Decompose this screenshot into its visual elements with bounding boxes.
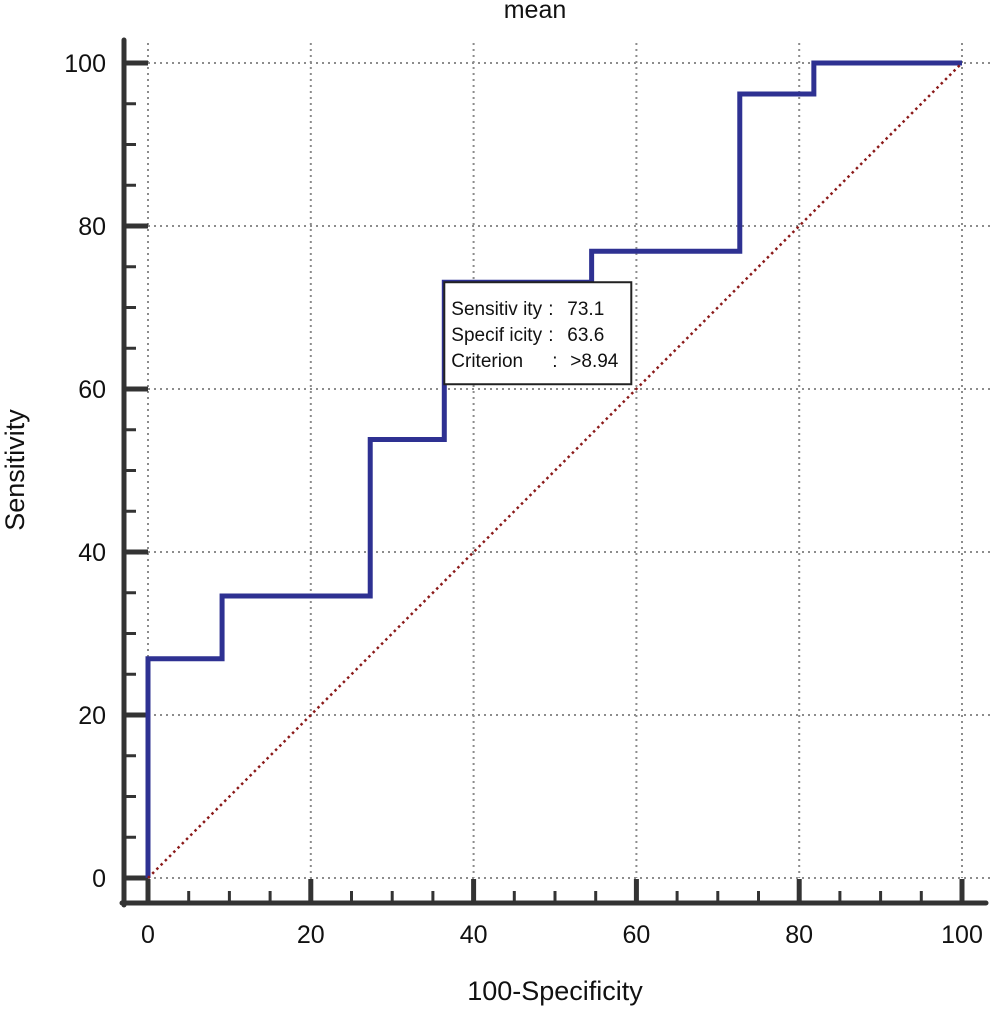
grid [147,43,990,879]
x-axis-ticks: 0 20 40 60 80 100 [141,879,983,949]
annotation-separator: : [548,325,553,346]
x-axis-title: 100-Specificity [467,976,643,1006]
x-tick-label: 80 [785,921,813,949]
y-tick-label: 60 [78,376,106,404]
y-axis-title: Sensitivity [0,409,30,531]
x-tick-label: 20 [297,921,325,949]
y-tick-label: 100 [64,50,106,78]
annotation-label: Criterion [451,351,523,372]
y-tick-label: 40 [78,539,106,567]
annotation-separator: : [552,351,557,372]
annotation-value: 63.6 [567,325,604,346]
annotation-value: 73.1 [567,299,604,320]
y-tick-label: 20 [78,702,106,730]
x-tick-label: 0 [141,921,155,949]
annotation-label: Specif icity [451,325,542,346]
y-tick-label: 0 [92,865,106,893]
annotation-value: >8.94 [570,351,619,372]
annotation-label: Sensitiv ity [451,299,542,320]
annotation-separator: : [548,299,553,320]
x-tick-label: 60 [622,921,650,949]
x-tick-label: 40 [460,921,488,949]
y-axis-ticks: 0 20 40 60 80 100 [64,50,148,893]
y-tick-label: 80 [78,213,106,241]
reference-line [147,62,963,879]
chart-title: mean [504,0,567,24]
annotation-box [443,281,633,386]
x-tick-label: 100 [941,921,983,949]
series-layer [145,60,963,879]
